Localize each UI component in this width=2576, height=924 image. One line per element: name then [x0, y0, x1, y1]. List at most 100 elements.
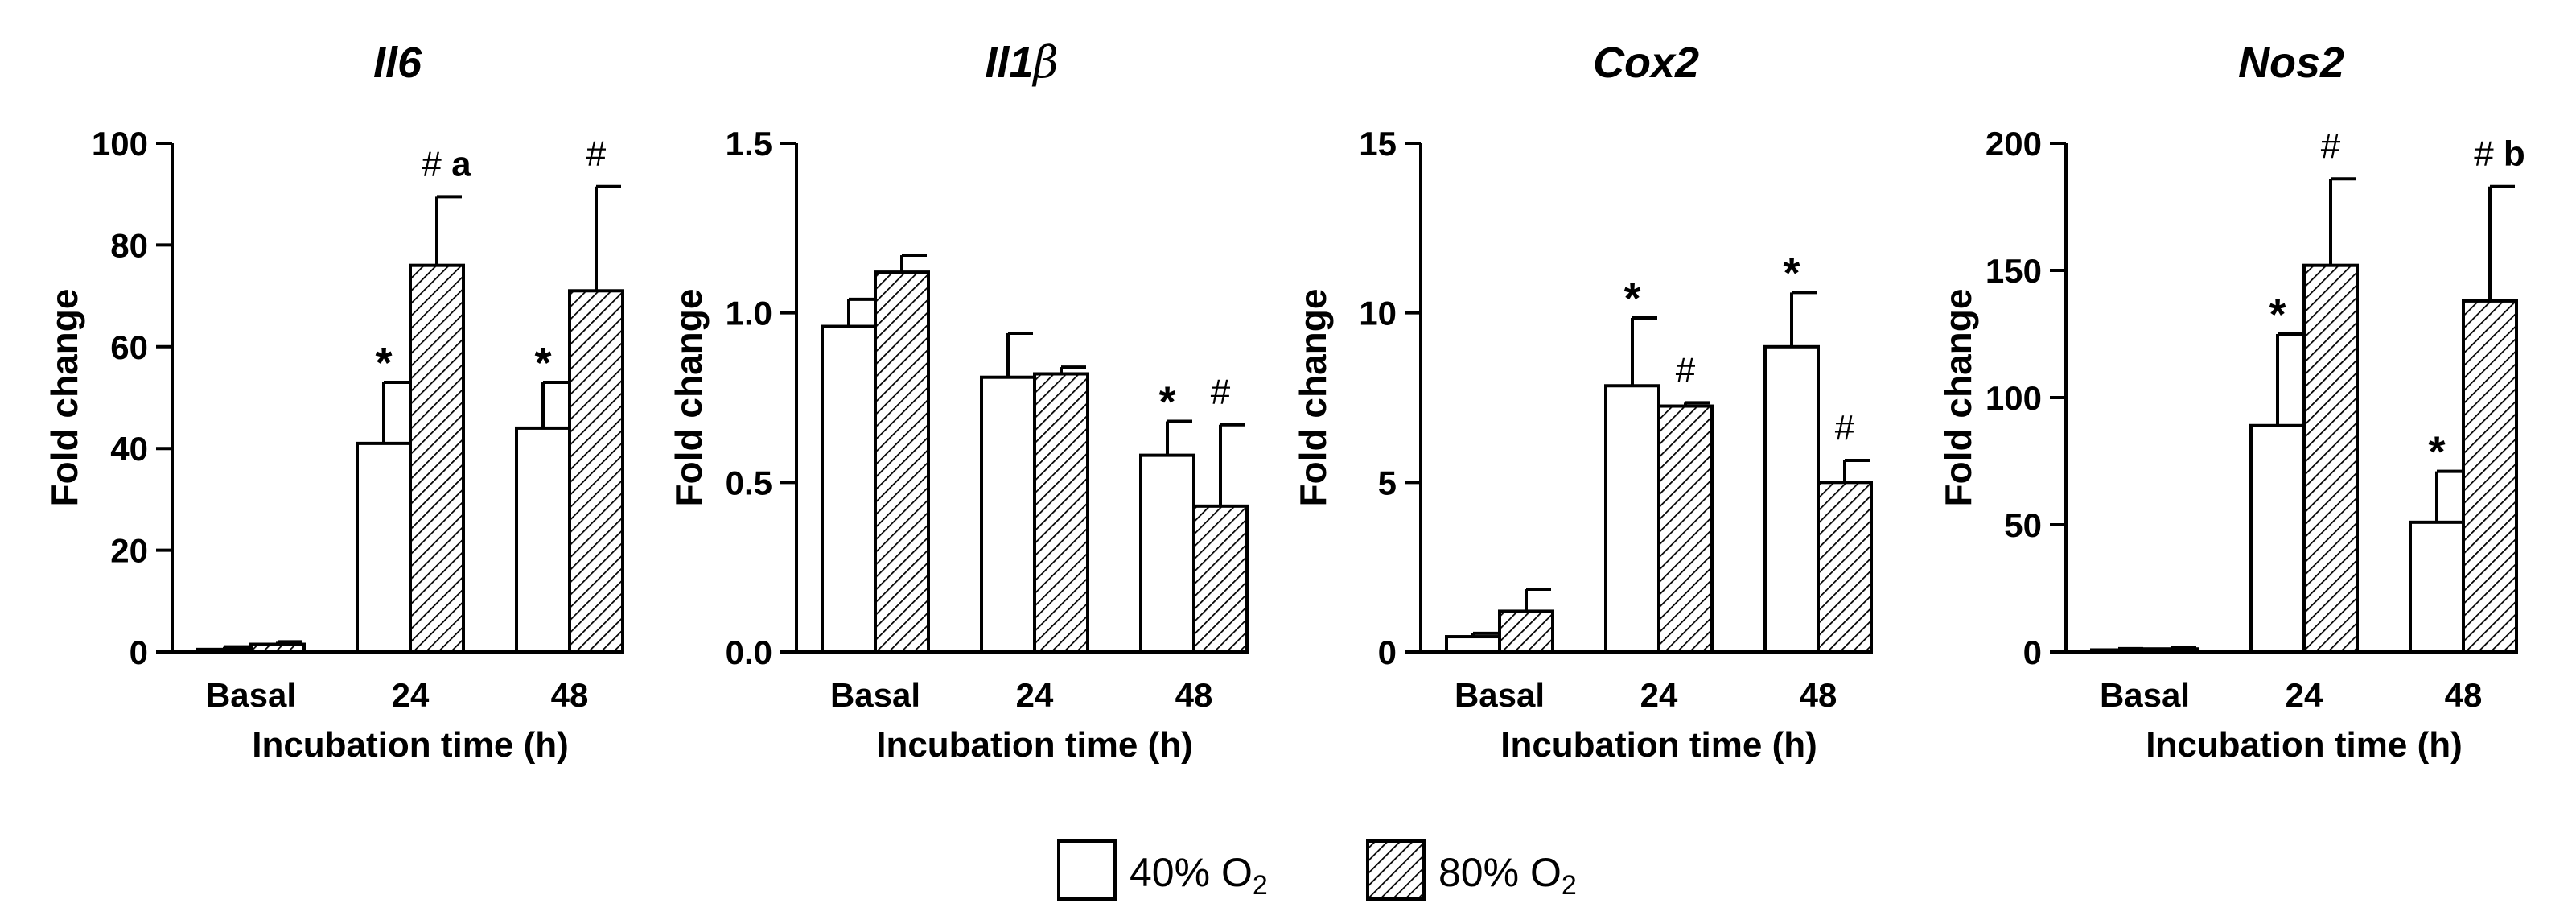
bar-80-basal: [1498, 609, 1554, 654]
significance-label: #: [1676, 350, 1696, 390]
bar-40-basal: [821, 324, 877, 654]
legend-label-text: 40% O: [1130, 850, 1253, 895]
legend-label-text: 80% O: [1438, 850, 1562, 895]
bar-40-24: [2249, 423, 2306, 654]
x-axis-label: Incubation time (h): [876, 725, 1193, 765]
y-tick-label: 80: [110, 226, 148, 264]
x-axis-label: Incubation time (h): [2146, 725, 2463, 765]
significance-label: *: [2428, 428, 2445, 476]
x-tick-label: 48: [1175, 676, 1213, 714]
x-tick-label: 48: [551, 676, 589, 714]
significance-letter: a: [451, 144, 471, 184]
x-axis-label: Incubation time (h): [252, 725, 569, 765]
y-tick-label: 200: [1985, 125, 2042, 163]
chart-panel-2: Il1β 0.0 0.5 1.0 1.5 Fold change Basal 24 * #48 In…: [668, 37, 1249, 765]
bar-40-48: [2409, 520, 2465, 654]
legend: 40% O2 80% O2: [1057, 839, 1577, 901]
significance-label: # b: [2474, 134, 2525, 174]
significance-symbol: #: [2474, 134, 2504, 174]
significance-label: *: [375, 339, 392, 387]
chart-panel-1: Il6 0 20 40 60 80 100 Fold change Basal * # a 24 * #4…: [43, 39, 624, 765]
chart-title-text: Nos2: [2238, 39, 2344, 87]
significance-label: *: [534, 339, 551, 387]
y-axis-label: Fold change: [43, 289, 85, 507]
y-tick-label: 0: [130, 633, 148, 671]
y-tick-label: 0.5: [726, 464, 772, 501]
y-tick-label: 60: [110, 328, 148, 366]
x-tick-label: 24: [2286, 676, 2323, 714]
x-tick-label: 24: [392, 676, 430, 714]
bar-80-48: [2462, 299, 2518, 654]
y-tick-label: 0.0: [726, 633, 772, 671]
y-axis-label: Fold change: [668, 289, 710, 507]
y-tick-label: 15: [1359, 125, 1397, 163]
y-tick-label: 40: [110, 430, 148, 468]
legend-label-2: 80% O2: [1438, 850, 1577, 901]
significance-label: *: [1158, 377, 1175, 426]
bar-40-basal: [2090, 648, 2146, 654]
chart-title-text: Il1: [985, 39, 1033, 87]
legend-label-subscript: 2: [1253, 870, 1268, 901]
bar-40-48: [1763, 344, 1820, 654]
chart-title: Il1β: [985, 37, 1058, 88]
significance-label: #: [1211, 373, 1231, 412]
bar-80-24: [2302, 263, 2359, 654]
bar-80-48: [1192, 504, 1249, 654]
x-tick-label: Basal: [830, 676, 920, 714]
y-tick-label: 5: [1378, 464, 1397, 501]
legend-swatch-1: [1057, 839, 1117, 901]
y-tick-label: 150: [1985, 252, 2042, 290]
y-tick-label: 1.5: [726, 125, 772, 163]
bar-80-24: [1657, 404, 1714, 654]
significance-label: #: [1835, 408, 1855, 448]
bar-40-24: [980, 375, 1036, 654]
significance-label: # a: [422, 144, 471, 184]
bar-80-24: [1033, 372, 1089, 654]
chart-title: Cox2: [1593, 39, 1699, 87]
legend-label-1: 40% O2: [1130, 850, 1268, 901]
bar-80-24: [409, 263, 465, 654]
significance-label: *: [1783, 249, 1800, 297]
bar-80-basal: [2143, 647, 2199, 654]
chart-title: Il6: [373, 39, 422, 87]
y-axis-label: Fold change: [1292, 289, 1334, 507]
y-tick-label: 50: [2004, 506, 2042, 544]
y-tick-label: 20: [110, 532, 148, 570]
significance-letter: b: [2504, 134, 2525, 174]
bar-40-48: [1139, 453, 1195, 654]
bar-40-basal: [196, 647, 253, 654]
chart-title-text: Il6: [373, 39, 422, 87]
x-tick-label: Basal: [1455, 676, 1545, 714]
legend-swatch-2: [1366, 839, 1426, 901]
bar-40-48: [515, 426, 571, 654]
x-axis-label: Incubation time (h): [1500, 725, 1817, 765]
bar-40-24: [1604, 384, 1660, 654]
x-tick-label: 48: [2445, 676, 2483, 714]
bar-40-24: [356, 441, 412, 654]
chart-title: Nos2: [2238, 39, 2344, 87]
x-tick-label: Basal: [2100, 676, 2190, 714]
bar-80-48: [568, 289, 624, 654]
chart-title-text: Cox2: [1593, 39, 1699, 87]
bar-80-48: [1817, 481, 1873, 654]
x-tick-label: 24: [1640, 676, 1678, 714]
y-axis-label: Fold change: [1937, 289, 1979, 507]
y-tick-label: 0: [2023, 633, 2042, 671]
bar-40-basal: [1445, 635, 1501, 654]
y-tick-label: 1.0: [726, 295, 772, 332]
y-tick-label: 0: [1378, 633, 1397, 671]
y-tick-label: 100: [1985, 379, 2042, 417]
x-tick-label: Basal: [206, 676, 296, 714]
significance-label: #: [586, 134, 607, 174]
chart-panel-4: Nos2 0 50 100 150 200 Fold change Basal * #24 * # b…: [1937, 39, 2525, 765]
significance-label: *: [1623, 274, 1640, 323]
chart-panel-3: Cox2 0 5 10 15 Fold change Basal * #24 * #48 Incuba…: [1292, 39, 1873, 765]
chart-title-symbol: β: [1031, 37, 1058, 88]
y-tick-label: 100: [92, 125, 148, 163]
x-tick-label: 24: [1016, 676, 1054, 714]
significance-label: *: [2269, 291, 2286, 339]
significance-label: #: [2321, 126, 2341, 166]
bar-80-basal: [874, 270, 930, 654]
significance-symbol: #: [422, 144, 451, 184]
